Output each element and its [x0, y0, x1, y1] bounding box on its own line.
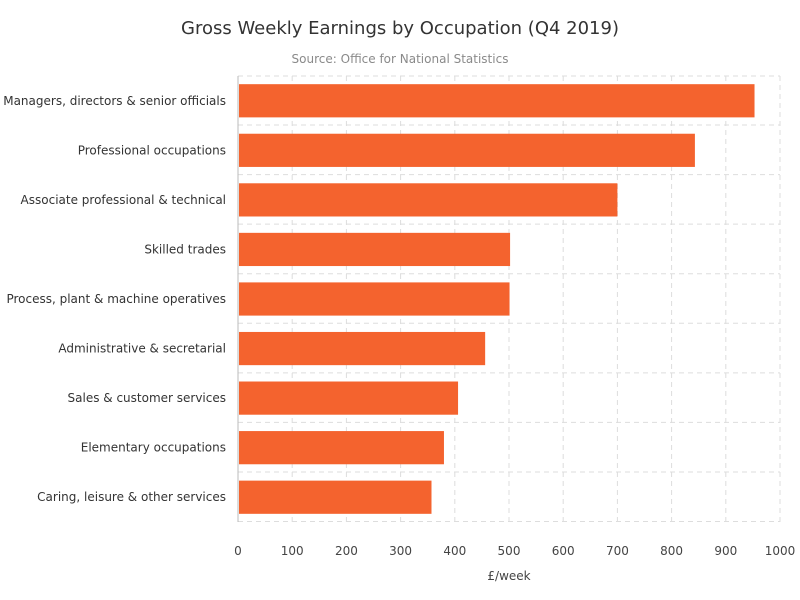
bar [239, 183, 618, 217]
x-tick-label: 500 [498, 544, 521, 558]
category-label: Caring, leisure & other services [37, 490, 226, 504]
category-label: Sales & customer services [68, 391, 226, 405]
x-tick-label: 600 [552, 544, 575, 558]
bar [239, 133, 695, 167]
category-label: Skilled trades [144, 242, 226, 256]
x-tick-label: 700 [606, 544, 629, 558]
bar [239, 84, 755, 118]
x-tick-label: 900 [714, 544, 737, 558]
x-tick-label: 100 [281, 544, 304, 558]
category-label: Administrative & secretarial [58, 342, 226, 356]
bars [239, 84, 755, 514]
category-label: Associate professional & technical [21, 193, 226, 207]
bar [239, 232, 511, 267]
x-tick-label: 0 [234, 544, 242, 558]
chart-subtitle: Source: Office for National Statistics [291, 52, 509, 66]
bar [239, 331, 486, 366]
bar [239, 381, 459, 415]
category-label: Elementary occupations [81, 441, 226, 455]
bar [239, 480, 432, 514]
category-label: Professional occupations [78, 143, 226, 157]
labels: 0 100 200 300 400 500 600 700 800 900 1000 Managers… [3, 94, 795, 558]
category-label: Process, plant & machine operatives [6, 292, 226, 306]
x-tick-label: 400 [443, 544, 466, 558]
x-tick-label: 800 [660, 544, 683, 558]
chart-title: Gross Weekly Earnings by Occupation (Q4 … [181, 18, 619, 39]
x-axis-title: £/week [487, 569, 530, 583]
bar [239, 282, 510, 316]
category-label: Managers, directors & senior officials [3, 94, 226, 108]
x-tick-label: 300 [389, 544, 412, 558]
bar [239, 431, 444, 465]
x-tick-label: 1000 [765, 544, 796, 558]
x-tick-label: 200 [335, 544, 358, 558]
